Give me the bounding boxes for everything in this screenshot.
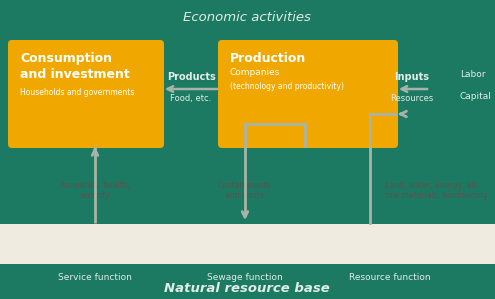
Text: Products: Products (167, 72, 215, 82)
Text: Contaminants
and waste: Contaminants and waste (218, 181, 272, 200)
Text: (technology and productivity): (technology and productivity) (230, 82, 344, 91)
Text: Inputs: Inputs (395, 72, 430, 82)
Bar (0, 224, 495, 299)
Text: and investment: and investment (20, 68, 130, 81)
Text: Production: Production (230, 52, 306, 65)
Text: Companies: Companies (230, 68, 280, 77)
Text: Land, water, energy, air,
raw materials, biodiversity: Land, water, energy, air, raw materials,… (385, 181, 488, 200)
Bar (0, 264, 495, 299)
Text: Sewage function: Sewage function (207, 272, 283, 281)
Text: Food, etc.: Food, etc. (170, 94, 212, 103)
Text: Consumption: Consumption (20, 52, 112, 65)
Text: Economic activities: Economic activities (183, 11, 311, 24)
Text: Resources: Resources (391, 94, 434, 103)
FancyBboxPatch shape (218, 40, 398, 148)
FancyBboxPatch shape (8, 40, 164, 148)
Text: Natural resource base: Natural resource base (164, 283, 330, 295)
Text: Amenities, health,
security: Amenities, health, security (60, 181, 130, 200)
Text: Labor: Labor (460, 70, 486, 79)
Text: Capital: Capital (460, 92, 492, 101)
Text: Households and governments: Households and governments (20, 88, 134, 97)
Text: Resource function: Resource function (349, 272, 431, 281)
Text: Service function: Service function (58, 272, 132, 281)
